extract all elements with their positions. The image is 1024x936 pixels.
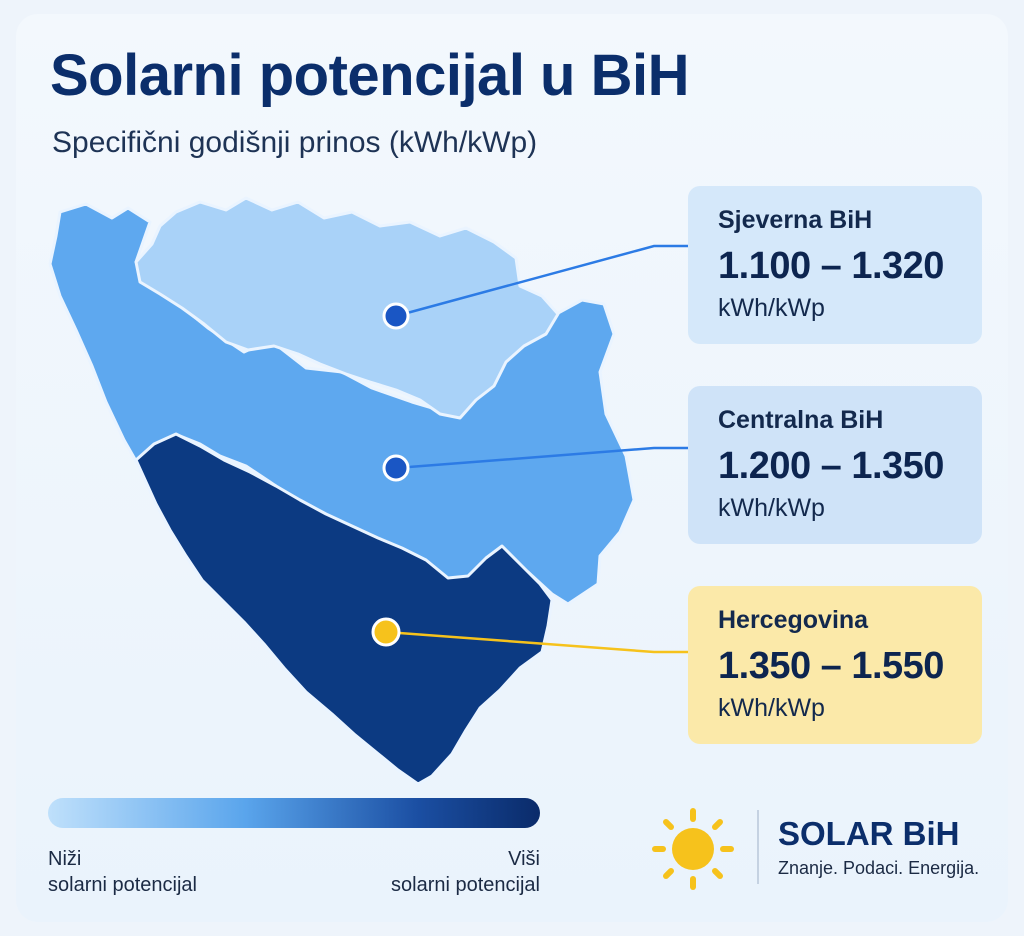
region-name-north: Sjeverna BiH (718, 206, 873, 234)
legend-gradient-bar (48, 798, 540, 828)
page-title: Solarni potencijal u BiH (50, 43, 689, 108)
marker-north[interactable] (382, 302, 410, 330)
region-south[interactable] (134, 432, 554, 786)
region-range-central: 1.200 – 1.350 (718, 445, 944, 487)
region-range-north: 1.100 – 1.320 (718, 245, 944, 287)
legend-low-line1: Niži (48, 848, 82, 870)
region-name-central: Centralna BiH (718, 406, 884, 434)
brand-divider (757, 810, 759, 884)
legend-high-label: Viši solarni potencijal (391, 846, 540, 898)
info-box-central: Centralna BiH 1.200 – 1.350 kWh/kWp (688, 386, 982, 544)
region-range-south: 1.350 – 1.550 (718, 645, 944, 687)
region-unit-central: kWh/kWp (718, 494, 825, 522)
leader-line-central (395, 446, 688, 470)
marker-south[interactable] (371, 617, 401, 647)
legend-low-label: Niži solarni potencijal (48, 846, 197, 898)
region-name-south: Hercegovina (718, 606, 869, 634)
legend-low-line2: solarni potencijal (48, 874, 197, 896)
info-box-south: Hercegovina 1.350 – 1.550 kWh/kWp (688, 586, 982, 744)
leader-line-south (385, 630, 688, 654)
region-unit-north: kWh/kWp (718, 294, 825, 322)
region-unit-south: kWh/kWp (718, 694, 825, 722)
region-north[interactable] (134, 196, 560, 420)
page-subtitle: Specifični godišnji prinos (kWh/kWp) (52, 126, 538, 159)
sun-icon (652, 808, 734, 890)
marker-central[interactable] (382, 454, 410, 482)
info-box-north: Sjeverna BiH 1.100 – 1.320 kWh/kWp (688, 186, 982, 344)
leader-line-north (395, 244, 688, 318)
brand-name: SOLAR BiH (778, 815, 960, 852)
legend-high-line2: solarni potencijal (391, 874, 540, 896)
legend-high-line1: Viši (508, 848, 540, 870)
brand-tagline: Znanje. Podaci. Energija. (778, 858, 980, 878)
